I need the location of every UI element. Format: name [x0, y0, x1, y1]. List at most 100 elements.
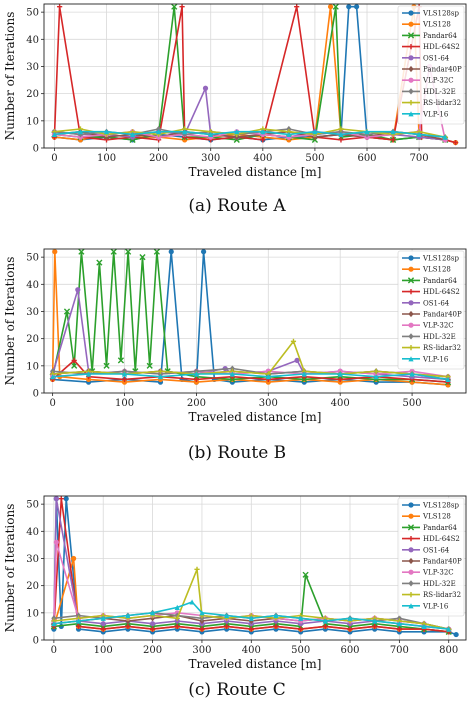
x-tick-label: 500: [403, 398, 422, 409]
data-point: [75, 623, 82, 630]
data-point: [298, 626, 304, 632]
data-point: [125, 248, 132, 255]
data-point: [129, 131, 136, 138]
y-tick-label: 50: [26, 253, 39, 264]
x-tick-label: 100: [115, 398, 134, 409]
data-point: [332, 3, 339, 10]
legend-label: Pandar64: [423, 32, 458, 40]
data-point: [193, 379, 200, 385]
data-point: [100, 615, 106, 621]
data-point: [139, 254, 146, 261]
legend-item: VLP-32C: [402, 322, 454, 330]
data-point: [312, 129, 318, 135]
legend: VLS128sp VLS128 Pandar64 HDL-64S2 OS1-64 Pand…: [397, 5, 465, 125]
series-VLP-16: [50, 371, 451, 383]
legend-item: Pandar40P: [402, 558, 462, 566]
data-point: [265, 379, 271, 385]
y-tick-label: 0: [33, 389, 39, 400]
legend-marker: [407, 277, 415, 284]
data-point: [224, 623, 230, 630]
x-axis-label: Traveled distance [m]: [189, 410, 322, 424]
x-tick-label: 300: [192, 645, 211, 656]
legend-item: HDL-32E: [402, 88, 456, 96]
legend-label: Pandar64: [423, 524, 458, 532]
legend-item: Pandar40P: [402, 66, 462, 74]
data-point: [174, 623, 180, 630]
legend-item: HDL-64S2: [402, 43, 460, 51]
series-line: [53, 601, 449, 630]
legend-item: VLS128sp: [402, 502, 459, 510]
data-point: [452, 139, 459, 146]
data-point: [121, 376, 128, 383]
data-point: [125, 612, 131, 619]
data-point: [125, 617, 131, 625]
data-point: [199, 615, 205, 622]
legend-label: Pandar40P: [423, 311, 462, 319]
data-point: [302, 571, 309, 578]
legend-label: VLS128: [422, 266, 451, 274]
data-point: [338, 128, 344, 135]
data-point: [445, 376, 451, 383]
data-point: [229, 376, 236, 383]
series-VLP-16: [51, 599, 452, 632]
legend-marker: [408, 21, 414, 27]
data-point: [57, 4, 63, 10]
legend-item: VLS128: [402, 21, 451, 29]
data-point: [442, 134, 448, 140]
legend-marker: [408, 536, 414, 542]
x-tick-label: 0: [49, 398, 55, 409]
legend-marker: [408, 55, 414, 61]
data-point: [338, 131, 344, 138]
data-point: [121, 371, 128, 377]
data-point: [273, 612, 279, 619]
data-point: [373, 368, 379, 374]
data-point: [193, 368, 200, 375]
legend-marker: [408, 65, 414, 73]
legend-label: VLP-32C: [422, 322, 454, 330]
legend-label: Pandar40P: [423, 558, 462, 566]
data-point: [179, 4, 185, 10]
data-point: [199, 610, 205, 616]
series-VLP-32C: [51, 63, 448, 143]
data-point: [75, 287, 81, 293]
legend-item: Pandar64: [402, 277, 458, 285]
legend-item: RS-lidar32: [402, 344, 461, 352]
data-point: [294, 357, 300, 363]
data-point: [156, 125, 162, 133]
x-tick-label: 300: [259, 398, 278, 409]
legend-label: VLS128sp: [422, 502, 459, 510]
x-tick-label: 500: [305, 153, 324, 164]
x-tick-label: 200: [187, 398, 206, 409]
legend-item: OS1-64: [402, 546, 450, 554]
y-tick-label: 40: [26, 280, 39, 291]
plot-frame: [43, 495, 467, 641]
data-point: [51, 131, 58, 138]
legend-label: Pandar64: [423, 277, 458, 285]
data-point: [51, 615, 57, 622]
legend-marker: [408, 77, 414, 83]
data-point: [156, 129, 162, 135]
legend: VLS128sp VLS128 Pandar64 HDL-64S2 OS1-64 Pand…: [397, 250, 465, 370]
chart-route-a: 0 100 200 300 400 500 600 700 0 10 20 30 40 50 Travele…: [3, 3, 467, 179]
legend-item: RS-lidar32: [402, 99, 461, 107]
legend-item: Pandar64: [402, 524, 458, 532]
legend-item: VLS128sp: [402, 10, 459, 18]
legend-label: Pandar40P: [423, 66, 462, 74]
data-point: [353, 4, 360, 10]
legend-item: VLS128: [402, 266, 451, 274]
data-point: [85, 376, 92, 383]
y-tick-label: 20: [26, 89, 39, 100]
data-point: [52, 249, 58, 255]
data-point: [63, 308, 71, 315]
data-point: [149, 621, 156, 627]
legend-label: VLS128sp: [422, 10, 459, 18]
series-Pandar64: [49, 248, 452, 386]
data-point: [156, 134, 162, 140]
data-point: [50, 368, 56, 375]
legend-label: HDL-64S2: [423, 43, 460, 51]
legend-label: RS-lidar32: [423, 591, 461, 599]
data-point: [146, 362, 153, 369]
y-tick-label: 0: [33, 144, 39, 155]
legend-marker: [407, 32, 415, 39]
data-point: [96, 259, 103, 266]
